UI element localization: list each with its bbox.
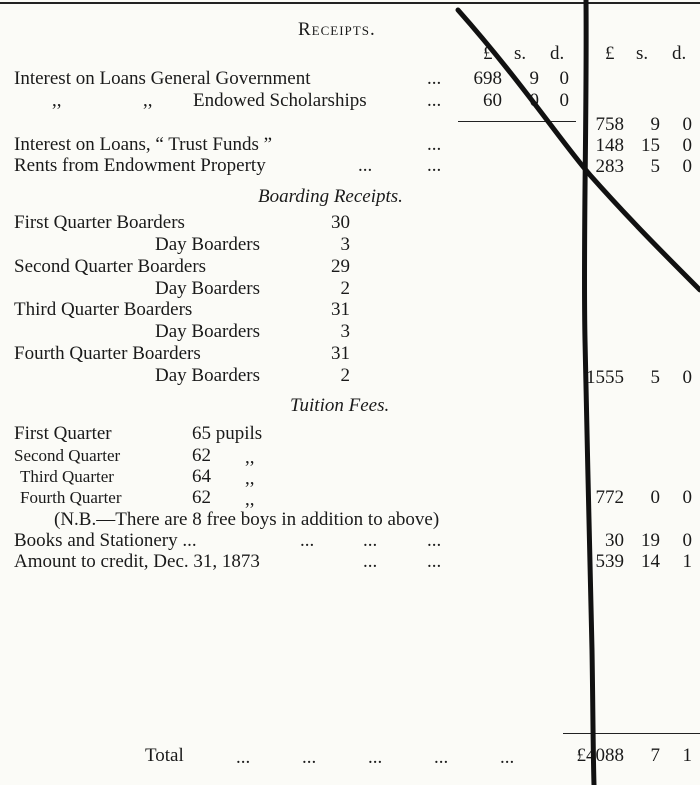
- interest-total-shillings: 9: [650, 114, 661, 135]
- diagonal-pen-stroke: [455, 7, 700, 293]
- boarding-row-value: 31: [331, 299, 350, 320]
- books-leader: ...: [363, 530, 378, 551]
- total-leader: ...: [368, 747, 383, 768]
- trust-funds-label: Interest on Loans, “ Trust Funds ”: [14, 134, 273, 155]
- interest-endowed-shillings: 0: [529, 90, 540, 111]
- trust-funds-pence: 0: [682, 135, 693, 156]
- col-header-pounds-1: £: [483, 43, 493, 64]
- free-boys-note: (N.B.—There are 8 free boys in addition …: [54, 509, 440, 530]
- total-shillings: 7: [650, 745, 661, 766]
- rents-leader: ...: [358, 155, 373, 176]
- interest-endowed-label: Endowed Scholarships: [193, 90, 367, 111]
- rents-leader: ...: [427, 155, 442, 176]
- tuition-total-pounds: 772: [595, 487, 625, 508]
- boarding-row-label: Day Boarders: [155, 234, 260, 255]
- total-leader: ...: [500, 747, 515, 768]
- rents-shillings: 5: [650, 156, 661, 177]
- boarding-row-label: Fourth Quarter Boarders: [14, 343, 201, 364]
- boarding-row-value: 3: [340, 234, 351, 255]
- col-header-pence-1: d.: [550, 43, 565, 64]
- ditto-mark: ,,: [52, 90, 62, 111]
- tuition-row-label: Second Quarter: [14, 446, 121, 465]
- books-pounds: 30: [605, 530, 624, 551]
- tuition-row-value: 62: [192, 445, 211, 466]
- credit-pounds: 539: [595, 551, 625, 572]
- interest-general-label: Interest on Loans General Government: [14, 68, 311, 89]
- boarding-total-pence: 0: [682, 367, 693, 388]
- page-title: Receipts.: [298, 19, 376, 40]
- tuition-total-shillings: 0: [650, 487, 661, 508]
- boarding-row-value: 3: [340, 321, 351, 342]
- total-pence: 1: [682, 745, 693, 766]
- boarding-row-value: 31: [331, 343, 350, 364]
- boarding-row-value: 2: [340, 365, 351, 386]
- top-rule: [0, 2, 700, 4]
- total-label: Total: [145, 745, 184, 766]
- interest-general-pence: 0: [559, 68, 570, 89]
- tuition-heading: Tuition Fees.: [290, 395, 390, 416]
- tuition-row-value: 64: [192, 466, 211, 487]
- tuition-row-label: Fourth Quarter: [20, 488, 122, 507]
- boarding-row-value: 29: [331, 256, 350, 277]
- boarding-row-label: Third Quarter Boarders: [14, 299, 193, 320]
- boarding-total-shillings: 5: [650, 367, 661, 388]
- books-leader: ...: [300, 530, 315, 551]
- boarding-row-label: First Quarter Boarders: [14, 212, 185, 233]
- tuition-row-label: First Quarter: [14, 423, 112, 444]
- ditto-mark: ,,: [143, 90, 153, 111]
- credit-pence: 1: [682, 551, 693, 572]
- books-label: Books and Stationery ...: [14, 530, 197, 551]
- total-leader: ...: [302, 747, 317, 768]
- interest-general-leader: ...: [427, 68, 442, 89]
- books-shillings: 19: [641, 530, 660, 551]
- rents-pounds: 283: [595, 156, 625, 177]
- rents-pence: 0: [682, 156, 693, 177]
- total-leader: ...: [434, 747, 449, 768]
- boarding-row-label: Second Quarter Boarders: [14, 256, 207, 277]
- total-leader: ...: [236, 747, 251, 768]
- trust-funds-pounds: 148: [595, 135, 625, 156]
- boarding-row-label: Day Boarders: [155, 278, 260, 299]
- interest-endowed-pence: 0: [559, 90, 570, 111]
- credit-label: Amount to credit, Dec. 31, 1873: [14, 551, 260, 572]
- boarding-row-value: 30: [331, 212, 350, 233]
- credit-leader: ...: [363, 551, 378, 572]
- credit-shillings: 14: [641, 551, 660, 572]
- trust-funds-leader: ...: [427, 134, 442, 155]
- interest-total-pence: 0: [682, 114, 693, 135]
- col-header-shillings-2: s.: [636, 43, 649, 64]
- interest-general-shillings: 9: [529, 68, 540, 89]
- boarding-row-label: Day Boarders: [155, 365, 260, 386]
- ditto-mark: ,,: [245, 447, 255, 468]
- col-header-pounds-2: £: [605, 43, 615, 64]
- trust-funds-shillings: 15: [641, 135, 660, 156]
- ditto-mark: ,,: [245, 468, 255, 489]
- interest-total-pounds: 758: [595, 114, 625, 135]
- boarding-heading: Boarding Receipts.: [258, 186, 403, 207]
- tuition-row-value: 62: [192, 487, 211, 508]
- tuition-total-pence: 0: [682, 487, 693, 508]
- tuition-row-label: Third Quarter: [20, 467, 114, 486]
- interest-endowed-pounds: 60: [483, 90, 502, 111]
- ditto-mark: ,,: [245, 489, 255, 510]
- subtotal-rule: [458, 121, 576, 122]
- total-rule: [563, 733, 700, 734]
- boarding-row-value: 2: [340, 278, 351, 299]
- col-header-pence-2: d.: [672, 43, 687, 64]
- interest-endowed-leader: ...: [427, 90, 442, 111]
- rents-label: Rents from Endowment Property: [14, 155, 266, 176]
- tuition-row-value: 65 pupils: [192, 423, 263, 444]
- boarding-row-label: Day Boarders: [155, 321, 260, 342]
- col-header-shillings-1: s.: [514, 43, 527, 64]
- books-leader: ...: [427, 530, 442, 551]
- boarding-total-pounds: 1555: [586, 367, 624, 388]
- books-pence: 0: [682, 530, 693, 551]
- interest-general-pounds: 698: [473, 68, 503, 89]
- credit-leader: ...: [427, 551, 442, 572]
- total-pounds: £4088: [576, 745, 625, 766]
